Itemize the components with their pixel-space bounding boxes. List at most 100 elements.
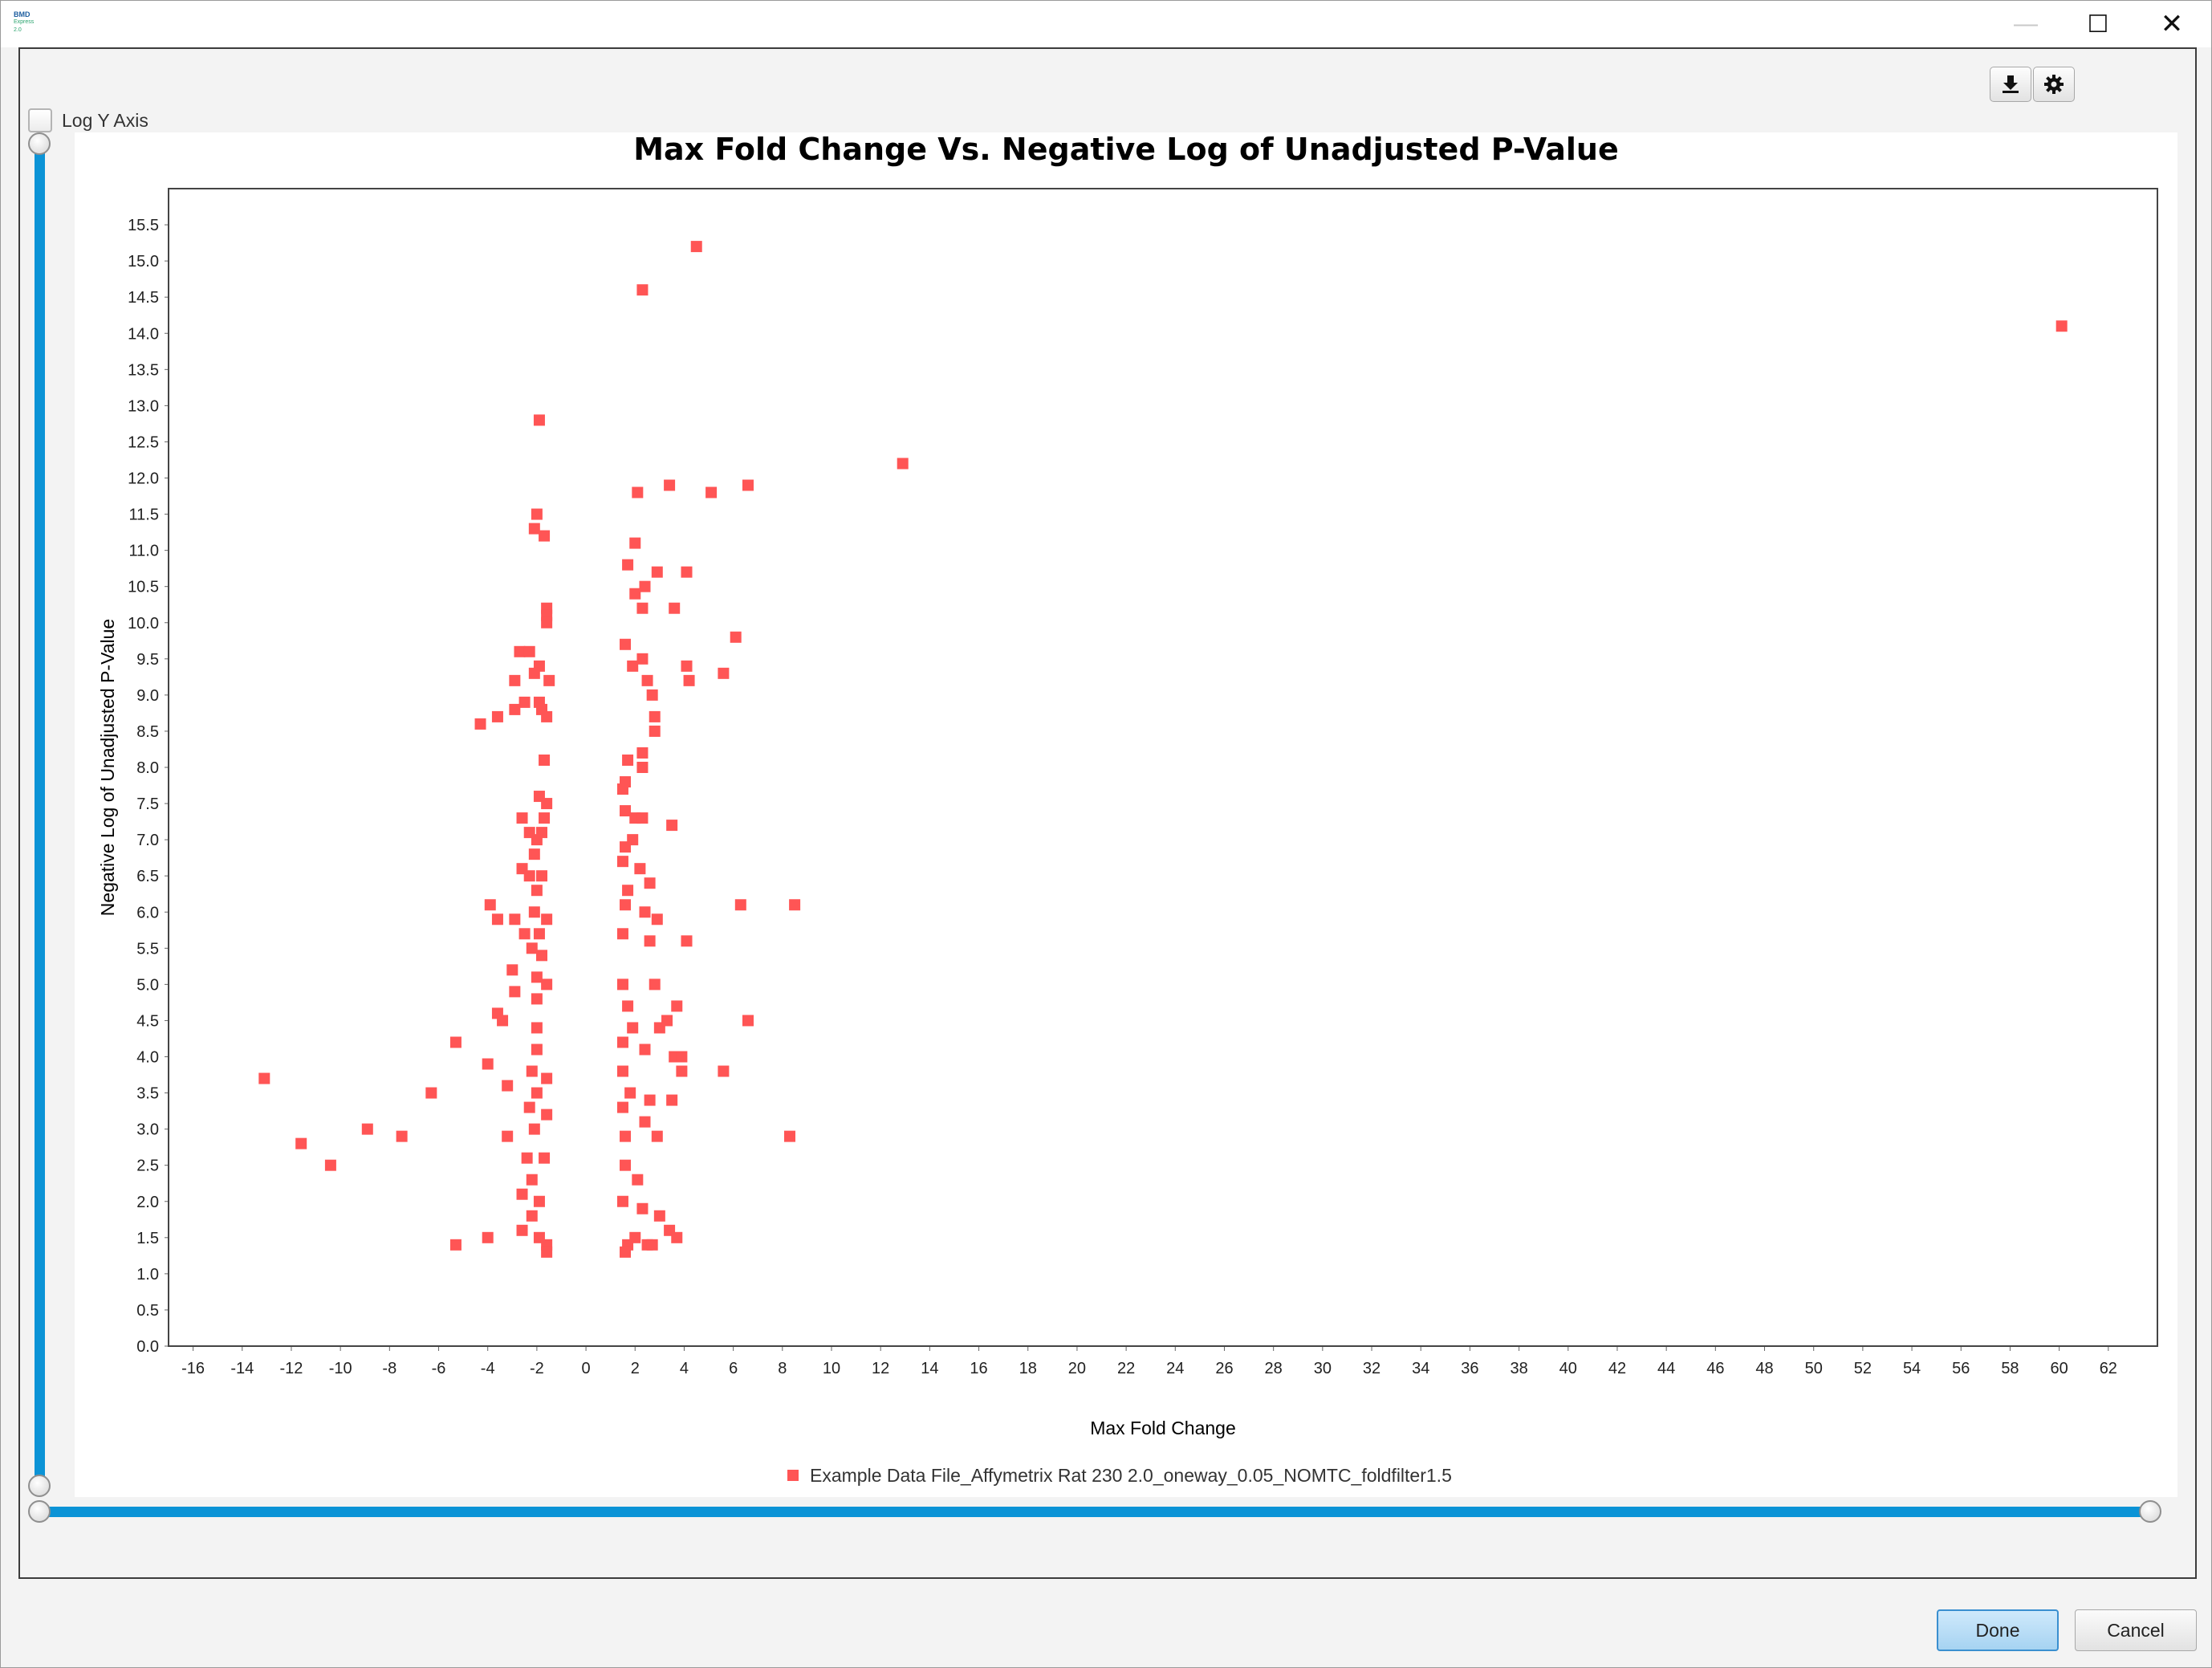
data-point[interactable] xyxy=(521,1152,533,1164)
data-point[interactable] xyxy=(651,1130,663,1142)
data-point[interactable] xyxy=(539,530,551,542)
data-point[interactable] xyxy=(482,1231,494,1243)
minimize-button[interactable]: — xyxy=(2014,10,2038,37)
data-point[interactable] xyxy=(509,703,521,715)
y-range-slider[interactable] xyxy=(35,144,45,1481)
data-point[interactable] xyxy=(509,986,521,998)
data-point[interactable] xyxy=(616,856,628,868)
data-point[interactable] xyxy=(676,1051,688,1063)
data-point[interactable] xyxy=(541,798,553,810)
data-point[interactable] xyxy=(639,1044,651,1056)
data-point[interactable] xyxy=(620,1159,632,1171)
y-range-slider-top-thumb[interactable] xyxy=(28,132,51,155)
data-point[interactable] xyxy=(632,486,644,498)
data-point[interactable] xyxy=(671,1000,683,1012)
data-point[interactable] xyxy=(449,1036,462,1048)
data-point[interactable] xyxy=(730,631,742,643)
data-point[interactable] xyxy=(627,1022,639,1034)
data-point[interactable] xyxy=(2055,320,2068,332)
y-range-slider-bottom-thumb[interactable] xyxy=(28,1475,51,1497)
data-point[interactable] xyxy=(531,971,543,983)
data-point[interactable] xyxy=(636,762,649,773)
data-point[interactable] xyxy=(649,978,661,991)
data-point[interactable] xyxy=(622,754,634,766)
data-point[interactable] xyxy=(636,812,649,824)
data-point[interactable] xyxy=(516,1188,528,1200)
data-point[interactable] xyxy=(523,1101,535,1113)
data-point[interactable] xyxy=(639,1116,651,1128)
data-point[interactable] xyxy=(616,1065,628,1077)
data-point[interactable] xyxy=(629,588,641,600)
data-point[interactable] xyxy=(681,660,693,672)
data-point[interactable] xyxy=(742,479,754,491)
data-point[interactable] xyxy=(676,1065,688,1077)
data-point[interactable] xyxy=(705,486,718,498)
data-point[interactable] xyxy=(506,964,518,976)
data-point[interactable] xyxy=(533,1195,545,1207)
data-point[interactable] xyxy=(632,1174,644,1186)
data-point[interactable] xyxy=(616,978,628,991)
log-y-axis-checkbox[interactable] xyxy=(28,108,52,132)
data-point[interactable] xyxy=(531,885,543,897)
x-range-slider-right-thumb[interactable] xyxy=(2139,1500,2161,1523)
data-point[interactable] xyxy=(651,566,663,578)
data-point[interactable] xyxy=(516,1224,528,1236)
data-point[interactable] xyxy=(497,1015,509,1027)
data-point[interactable] xyxy=(653,1210,665,1222)
data-point[interactable] xyxy=(514,645,526,657)
data-point[interactable] xyxy=(664,479,676,491)
download-button[interactable] xyxy=(1990,67,2031,102)
data-point[interactable] xyxy=(666,1094,678,1106)
settings-button[interactable] xyxy=(2033,67,2075,102)
data-point[interactable] xyxy=(523,870,535,882)
data-point[interactable] xyxy=(528,906,540,918)
data-point[interactable] xyxy=(789,899,801,911)
data-point[interactable] xyxy=(616,1195,628,1207)
data-point[interactable] xyxy=(541,616,553,629)
data-point[interactable] xyxy=(509,913,521,926)
done-button[interactable]: Done xyxy=(1937,1609,2059,1651)
data-point[interactable] xyxy=(644,1094,656,1106)
data-point[interactable] xyxy=(482,1058,494,1070)
data-point[interactable] xyxy=(531,1044,543,1056)
data-point[interactable] xyxy=(536,870,548,882)
data-point[interactable] xyxy=(541,1109,553,1121)
data-point[interactable] xyxy=(491,710,503,722)
x-range-slider[interactable] xyxy=(41,1507,2150,1517)
data-point[interactable] xyxy=(531,834,543,846)
data-point[interactable] xyxy=(636,284,649,296)
close-button[interactable]: ✕ xyxy=(2160,9,2184,39)
data-point[interactable] xyxy=(528,667,540,679)
data-point[interactable] xyxy=(649,725,661,737)
data-point[interactable] xyxy=(541,710,553,722)
data-point[interactable] xyxy=(526,1065,538,1077)
data-point[interactable] xyxy=(620,841,632,853)
data-point[interactable] xyxy=(634,863,646,875)
data-point[interactable] xyxy=(533,928,545,940)
data-point[interactable] xyxy=(620,638,632,650)
data-point[interactable] xyxy=(531,1087,543,1099)
data-point[interactable] xyxy=(629,537,641,549)
data-point[interactable] xyxy=(646,689,658,701)
data-point[interactable] xyxy=(502,1130,514,1142)
data-point[interactable] xyxy=(539,1152,551,1164)
data-point[interactable] xyxy=(897,458,909,470)
data-point[interactable] xyxy=(474,718,486,730)
data-point[interactable] xyxy=(258,1072,270,1084)
data-point[interactable] xyxy=(636,602,649,614)
data-point[interactable] xyxy=(361,1123,373,1135)
data-point[interactable] xyxy=(539,812,551,824)
data-point[interactable] xyxy=(516,812,528,824)
data-point[interactable] xyxy=(620,805,632,817)
data-point[interactable] xyxy=(541,1246,553,1258)
data-point[interactable] xyxy=(622,559,634,571)
data-point[interactable] xyxy=(636,653,649,665)
data-point[interactable] xyxy=(528,1123,540,1135)
data-point[interactable] xyxy=(644,935,656,947)
data-point[interactable] xyxy=(669,602,681,614)
data-point[interactable] xyxy=(509,674,521,686)
data-point[interactable] xyxy=(491,913,503,926)
data-point[interactable] xyxy=(295,1137,307,1149)
data-point[interactable] xyxy=(528,848,540,860)
data-point[interactable] xyxy=(681,935,693,947)
